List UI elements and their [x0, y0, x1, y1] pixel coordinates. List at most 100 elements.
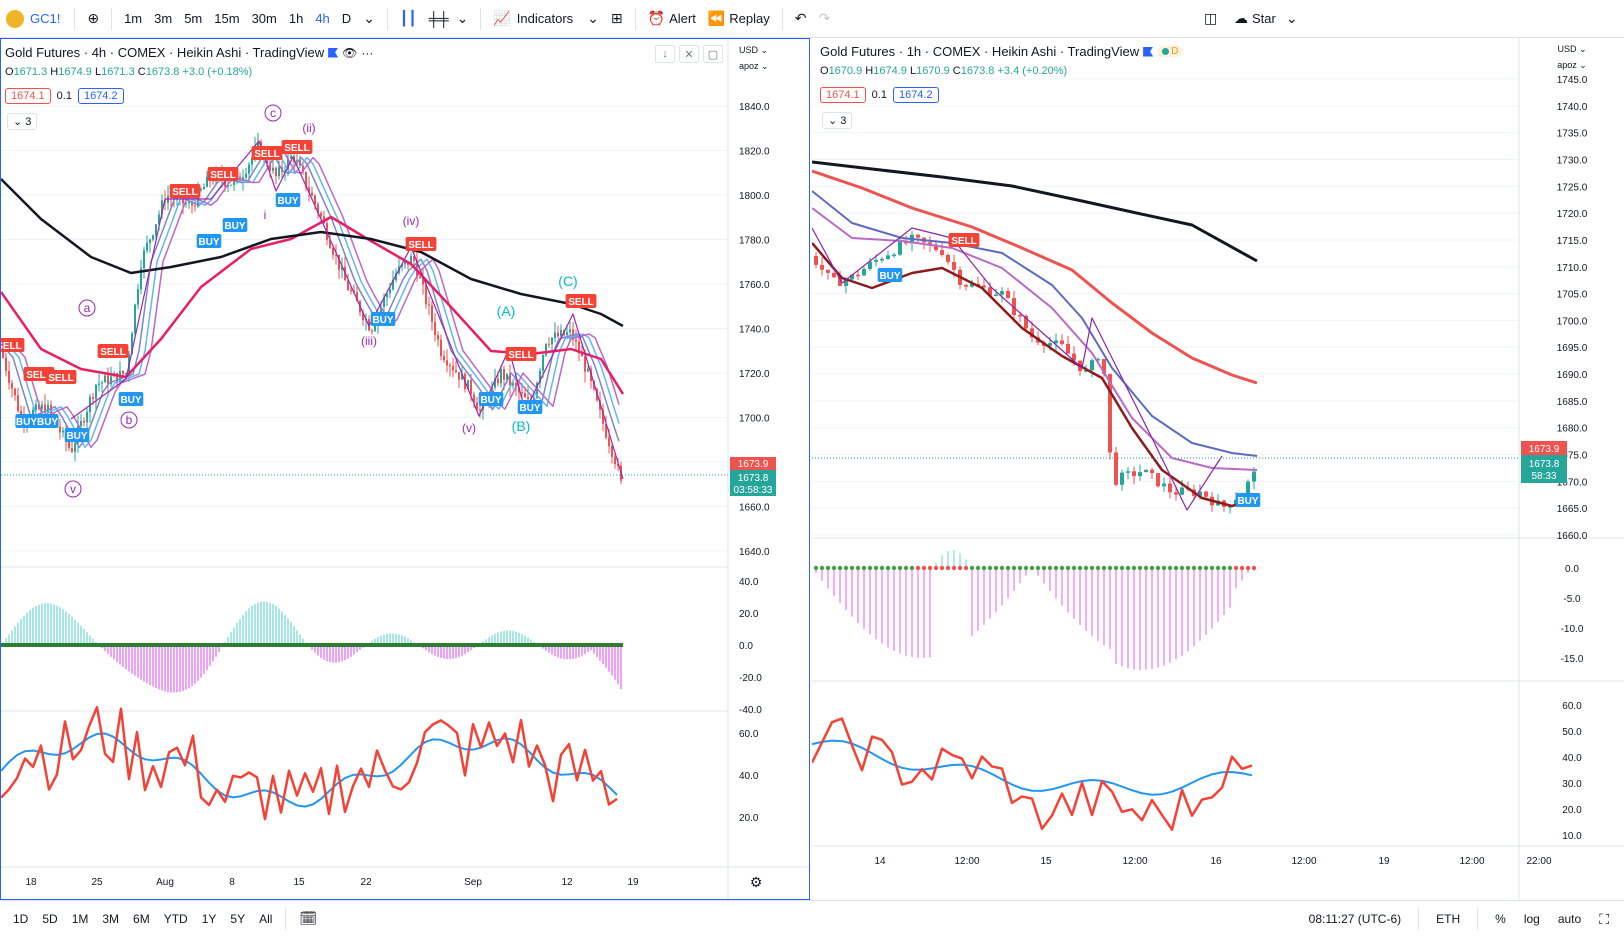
macd-zero-dot — [1053, 565, 1059, 571]
candle-body — [934, 244, 938, 251]
right-chart-canvas[interactable]: 1745.0 1740.0 1735.0 1730.0 1725.0 1720.0 1715… — [812, 38, 1624, 900]
candle-body — [380, 306, 382, 315]
spread-value: 0.1 — [871, 89, 887, 101]
buy-signal: BUY — [372, 315, 393, 326]
log-toggle[interactable]: log — [1523, 912, 1540, 926]
eye-icon[interactable]: 👁 — [342, 45, 358, 60]
price-tick-label: 1740.0 — [739, 325, 770, 336]
buy-signal-bg — [196, 234, 222, 248]
candle-body — [611, 446, 613, 457]
range-1m[interactable]: 1M — [71, 911, 89, 926]
rsi-tick-label: 10.0 — [1562, 831, 1582, 842]
interval-dropdown[interactable]: ⌄ — [357, 6, 381, 32]
left-chart-canvas[interactable]: 1840.01820.01800.01780.01760.01740.01720… — [1, 39, 809, 899]
divider — [285, 907, 287, 930]
range-3m[interactable]: 3M — [102, 911, 120, 926]
range-6m[interactable]: 6M — [133, 911, 150, 926]
candle-body — [248, 164, 250, 174]
symbol-search[interactable]: GC1! — [0, 9, 68, 28]
fullscreen-button[interactable]: ⛶ — [1592, 911, 1616, 928]
layout-split-button[interactable]: ◫ — [1198, 6, 1223, 32]
flag-icon[interactable] — [328, 47, 339, 58]
candle-body — [581, 353, 583, 357]
sell-price-button[interactable]: 1674.1 — [820, 87, 866, 103]
price-tick-label: 1640.0 — [739, 547, 770, 558]
range-all[interactable]: All — [259, 911, 273, 926]
price-tick-label: 1665.0 — [1557, 504, 1588, 515]
candle-body — [2, 350, 4, 358]
auto-toggle[interactable]: auto — [1557, 912, 1582, 926]
range-1d[interactable]: 1D — [13, 911, 29, 926]
maximize-icon[interactable]: ▢ — [703, 45, 723, 63]
bar-style-button[interactable]: ┃┃ — [394, 6, 423, 32]
candle-body — [32, 409, 34, 418]
ohlc-high: 1674.9 — [873, 65, 907, 77]
interval-15m[interactable]: 15m — [214, 11, 240, 26]
macd-zero-dot — [945, 565, 951, 571]
interval-4h[interactable]: 4h — [315, 11, 330, 26]
goto-date-button[interactable]: 🗓 — [292, 910, 324, 927]
ma-slow-line — [1, 148, 620, 449]
layouts-button[interactable]: ⊞ — [605, 6, 629, 32]
candle-body — [134, 304, 136, 334]
time-tick-label: 22:00 — [1526, 856, 1551, 867]
candle-body — [1156, 473, 1160, 487]
range-ytd[interactable]: YTD — [163, 911, 188, 926]
sell-signal: SELL — [284, 143, 310, 154]
range-5d[interactable]: 5D — [42, 911, 58, 926]
time-tick-label: 12:00 — [954, 856, 979, 867]
interval-3m[interactable]: 3m — [154, 11, 173, 26]
alert-button[interactable]: ⏰ Alert — [642, 6, 702, 32]
interval-d[interactable]: D — [341, 11, 352, 26]
buy-price-button[interactable]: 1674.2 — [892, 87, 939, 103]
close-icon[interactable]: ✕ — [679, 45, 699, 63]
indicators-button[interactable]: 📈 Indicators ⌄ — [487, 6, 605, 32]
percent-toggle[interactable]: % — [1495, 912, 1506, 926]
range-1y[interactable]: 1Y — [201, 911, 217, 926]
divider — [1418, 908, 1420, 930]
range-5y[interactable]: 5Y — [230, 911, 246, 926]
compare-button[interactable]: ⊕ — [81, 6, 105, 32]
interval-1m[interactable]: 1m — [124, 11, 143, 26]
right-chart-pane[interactable]: 1745.0 1740.0 1735.0 1730.0 1725.0 1720.0 1715… — [812, 38, 1624, 900]
interval-5m[interactable]: 5m — [184, 11, 203, 26]
macd-zero-dot — [1239, 565, 1245, 571]
sell-price-button[interactable]: 1674.1 — [5, 88, 51, 104]
left-chart-pane[interactable]: 1840.0 1820.0 1800.0 1780.0 1760.0 1740.0 1720… — [0, 38, 810, 900]
macd-zero-dot — [933, 565, 939, 571]
arrow-down-icon[interactable]: ↓ — [655, 45, 675, 63]
redo-button[interactable]: ↷ — [812, 6, 836, 32]
divider — [74, 7, 76, 30]
collapse-indicators-button[interactable]: ⌄ 3 — [7, 113, 38, 130]
ohlc-low: 1670.9 — [916, 65, 950, 77]
replay-button[interactable]: ⏪ Replay — [702, 6, 776, 32]
candle-style-button[interactable]: ╪╪ ⌄ — [423, 6, 475, 32]
mode-label: apoz ⌄ — [1557, 60, 1587, 70]
interval-30m[interactable]: 30m — [251, 11, 277, 26]
candle-body — [1054, 340, 1058, 344]
macd-zero-dot — [921, 565, 927, 571]
candle-body — [362, 312, 364, 321]
buy-price-button[interactable]: 1674.2 — [77, 88, 124, 104]
clock[interactable]: 08:11:27 (UTC-6) — [1308, 912, 1402, 926]
divider — [480, 7, 482, 30]
macd-zero-dot — [981, 565, 987, 571]
collapse-indicators-button[interactable]: ⌄ 3 — [822, 112, 853, 129]
macd-tick-label: -40.0 — [739, 705, 762, 716]
save-star-button[interactable]: ☁ Star ⌄ — [1228, 6, 1304, 32]
flag-icon[interactable] — [1143, 46, 1154, 57]
macd-zero-dot — [1131, 565, 1137, 571]
candle-body — [419, 277, 421, 279]
undo-button[interactable]: ↶ — [789, 6, 813, 32]
buy-signal: BUY — [198, 237, 219, 248]
ohlc-change: +3.0 (+0.18%) — [182, 66, 253, 78]
sell-signal-bg — [948, 233, 980, 247]
candle-body — [191, 201, 193, 206]
candle-body — [14, 388, 16, 396]
time-tick-label: 25 — [91, 877, 103, 888]
currency-label: USD ⌄ — [1557, 44, 1586, 54]
interval-1h[interactable]: 1h — [288, 11, 304, 26]
session-button[interactable]: ETH — [1436, 912, 1461, 926]
more-icon[interactable]: ··· — [361, 45, 374, 60]
macd-zero-dot — [1167, 565, 1173, 571]
